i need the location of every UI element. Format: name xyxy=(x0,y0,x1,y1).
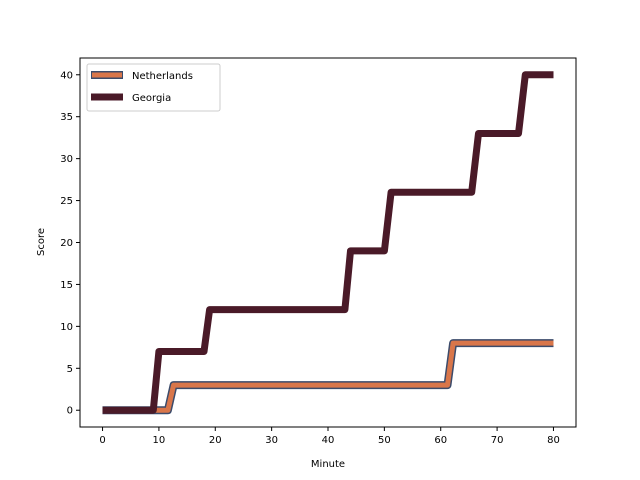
x-tick-label: 60 xyxy=(434,435,447,446)
x-axis-label: Minute xyxy=(311,459,345,470)
x-tick-label: 40 xyxy=(322,435,335,446)
y-axis: 0 5 10 15 20 25 30 35 40 xyxy=(60,70,80,417)
y-tick-label: 25 xyxy=(60,196,73,207)
y-tick-label: 35 xyxy=(60,112,73,123)
y-axis-label: Score xyxy=(36,228,47,256)
y-tick-label: 30 xyxy=(60,154,73,165)
y-tick-label: 5 xyxy=(67,364,73,375)
x-tick-label: 0 xyxy=(99,435,105,446)
series-line-netherlands xyxy=(102,340,554,413)
y-tick-label: 10 xyxy=(60,322,73,333)
y-tick-label: 40 xyxy=(60,70,73,81)
x-tick-label: 80 xyxy=(547,435,560,446)
legend: Netherlands Georgia xyxy=(86,63,221,112)
y-tick-label: 0 xyxy=(67,406,73,417)
series-layer xyxy=(102,71,554,415)
x-tick-label: 50 xyxy=(378,435,391,446)
legend-label-georgia: Georgia xyxy=(132,93,171,104)
x-tick-label: 70 xyxy=(491,435,504,446)
y-tick-label: 20 xyxy=(60,238,73,249)
plot-area xyxy=(80,58,576,427)
x-tick-label: 10 xyxy=(153,435,166,446)
x-tick-label: 30 xyxy=(265,435,278,446)
legend-label-netherlands: Netherlands xyxy=(132,71,193,82)
x-axis: 0 10 20 30 40 50 60 70 80 xyxy=(99,427,560,446)
series-line-georgia xyxy=(102,71,554,414)
x-tick-label: 20 xyxy=(209,435,222,446)
y-tick-label: 15 xyxy=(60,280,73,291)
